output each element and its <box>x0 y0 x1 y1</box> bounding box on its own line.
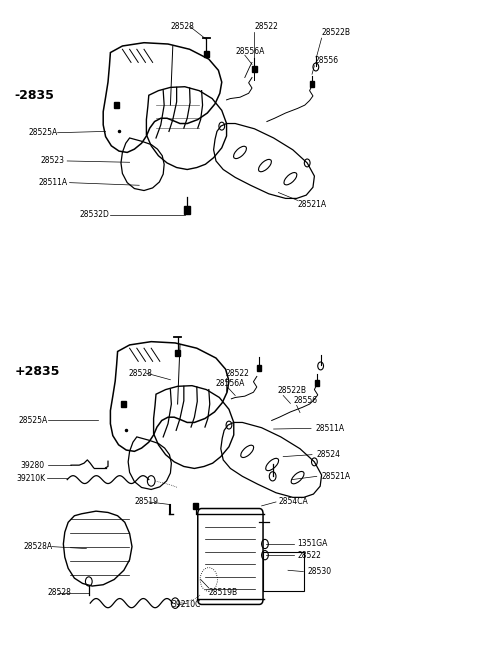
Text: 28521A: 28521A <box>322 472 351 481</box>
Bar <box>175 350 180 356</box>
Bar <box>263 552 304 591</box>
Text: 28556A: 28556A <box>216 379 245 388</box>
Text: 28525A: 28525A <box>29 128 58 137</box>
Text: 28519: 28519 <box>134 497 158 507</box>
Text: -2835: -2835 <box>14 89 54 102</box>
Bar <box>257 365 261 371</box>
Text: 39280: 39280 <box>20 461 44 470</box>
Text: 28530: 28530 <box>307 567 331 576</box>
Bar <box>310 81 314 87</box>
Text: 28511A: 28511A <box>316 424 345 433</box>
Bar <box>193 503 198 509</box>
Bar <box>184 206 190 214</box>
Bar <box>204 51 209 57</box>
Text: 28519B: 28519B <box>209 588 238 597</box>
Text: 28522: 28522 <box>226 369 250 378</box>
Bar <box>252 66 257 72</box>
Text: 2854CA: 2854CA <box>278 497 308 507</box>
Bar <box>114 102 119 108</box>
Text: 28532D: 28532D <box>79 210 109 219</box>
Text: 39210K: 39210K <box>17 474 46 483</box>
Bar <box>315 380 319 386</box>
Text: 28556: 28556 <box>314 56 338 65</box>
Text: 28556: 28556 <box>294 396 318 405</box>
Text: 28511A: 28511A <box>38 178 68 187</box>
Text: 28521A: 28521A <box>298 200 327 210</box>
Bar <box>121 401 126 407</box>
Text: 28522: 28522 <box>298 551 322 560</box>
Text: 1351GA: 1351GA <box>298 539 328 549</box>
Text: 28522B: 28522B <box>322 28 350 37</box>
Text: 28524: 28524 <box>317 450 341 459</box>
Text: 28528: 28528 <box>170 22 194 31</box>
Text: 28556A: 28556A <box>235 47 264 56</box>
Text: 28523: 28523 <box>41 156 65 166</box>
Text: +2835: +2835 <box>14 365 60 378</box>
Text: 28522: 28522 <box>254 22 278 31</box>
Text: 28528A: 28528A <box>23 542 52 551</box>
Text: 28528: 28528 <box>129 369 153 378</box>
Text: 28522B: 28522B <box>277 386 306 396</box>
Text: 28528: 28528 <box>48 588 72 597</box>
Text: 39210C: 39210C <box>172 600 201 609</box>
Text: 28525A: 28525A <box>18 416 48 425</box>
